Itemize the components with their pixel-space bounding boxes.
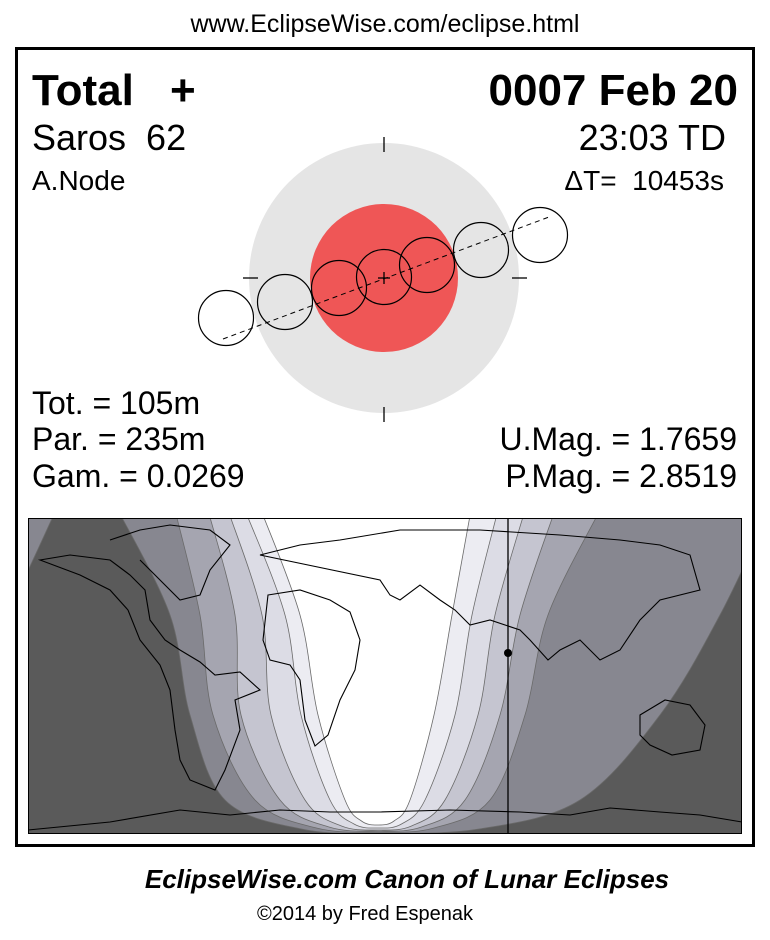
- coast-australia: [639, 699, 706, 756]
- delta-t: ΔT= 10453s: [564, 165, 724, 196]
- moon-p1: [197, 289, 255, 347]
- eclipse-type: Total: [32, 66, 134, 115]
- moon-u3: [398, 236, 456, 294]
- saros-number: Saros 62: [32, 117, 186, 158]
- axis-ticks: [243, 137, 527, 422]
- eclipse-type-symbol: +: [170, 66, 196, 115]
- footer-copyright: ©2014 by Fred Espenak: [257, 903, 474, 925]
- gamma: Gam. = 0.0269: [32, 458, 245, 494]
- moon-u1: [256, 273, 314, 331]
- moon-u4: [452, 221, 510, 279]
- coast-north: [109, 524, 231, 601]
- moon-u2: [310, 259, 368, 317]
- greatest-eclipse-point: [504, 649, 512, 657]
- shadow-diagram: [197, 137, 569, 422]
- coast-eurasia: [259, 529, 701, 661]
- moon-greatest: [355, 248, 413, 306]
- totality-duration: Tot. = 105m: [32, 385, 200, 421]
- moon-p4: [511, 206, 569, 264]
- penumbral-magnitude: P.Mag. = 2.8519: [505, 458, 737, 494]
- map-band-5: [28, 518, 53, 572]
- coast-americas: [37, 554, 262, 791]
- map-border: [28, 518, 742, 834]
- partial-duration: Par. = 235m: [32, 421, 205, 457]
- node: A.Node: [32, 165, 125, 196]
- url-header: www.EclipseWise.com/eclipse.html: [190, 10, 580, 38]
- footer-title: EclipseWise.com Canon of Lunar Eclipses: [145, 864, 669, 894]
- coastlines: [28, 524, 742, 831]
- moon-positions: [197, 206, 569, 347]
- visibility-map: [28, 518, 742, 834]
- coast-antarctica: [28, 807, 742, 831]
- coast-africa: [262, 589, 361, 747]
- moon-path-line: [222, 216, 550, 340]
- eclipse-date: 0007 Feb 20: [489, 66, 739, 115]
- umbral-magnitude: U.Mag. = 1.7659: [500, 421, 737, 457]
- eclipse-time: 23:03 TD: [579, 117, 726, 158]
